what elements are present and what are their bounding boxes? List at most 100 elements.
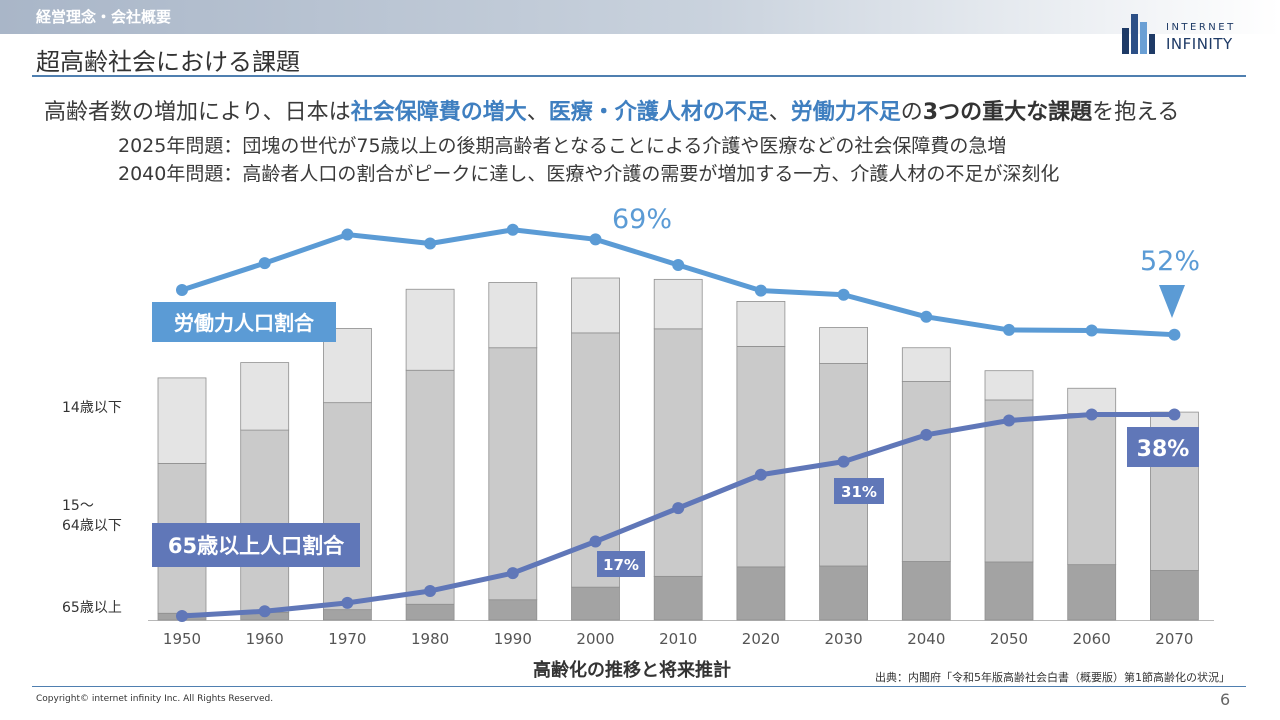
x-tick-label: 1960: [246, 630, 284, 648]
bar-segment-working: [322, 402, 372, 611]
line-point: [589, 233, 602, 246]
bar-segment-young: [488, 282, 538, 349]
aged-series-tag-bg: [152, 523, 360, 567]
title-rule: [32, 75, 1246, 77]
line-point: [1003, 414, 1015, 427]
logo-text-bottom: INFINITY: [1166, 35, 1233, 53]
headline-highlight-1: 社会保障費の増大: [350, 100, 527, 125]
bar-segment-aged: [405, 603, 455, 621]
line-point: [341, 228, 354, 241]
bar-segment-young: [571, 277, 620, 334]
bar-segment-young: [405, 288, 455, 371]
headline-part2: の: [900, 100, 923, 125]
page-number: 6: [1220, 690, 1231, 709]
headline-part1: 高齢者数の増加により、日本は: [44, 100, 351, 125]
aged-series-tag: 65歳以上人口割合: [168, 534, 345, 558]
bar-segment-aged: [819, 565, 868, 621]
bar-segment-young: [736, 300, 786, 347]
line-point: [424, 584, 437, 597]
bar-segment-aged: [488, 599, 538, 621]
aged-2030-label: 31%: [841, 483, 877, 501]
issue-2040: 2040年問題：高齢者人口の割合がピークに達し、医療や介護の需要が増加する一方、…: [118, 163, 1060, 185]
labor-series-tag-bg: [152, 302, 336, 342]
bar-segment-aged: [901, 561, 951, 621]
bar-segment-working: [1067, 413, 1117, 566]
headline-part3: を抱える: [1092, 100, 1180, 125]
bar-segment-aged: [322, 609, 372, 621]
x-tick-label: 2040: [907, 630, 945, 648]
headline-bold: 3つの重大な課題: [922, 100, 1093, 125]
line-point: [506, 223, 519, 236]
labor-peak-label: 69%: [612, 204, 672, 235]
bar-segment-young: [901, 347, 951, 382]
aged-2000-label: 17%: [603, 556, 639, 574]
legend-working-2: 64歳以下: [62, 518, 122, 534]
logo-mark-icon: [1122, 14, 1155, 54]
bar-segment-aged: [984, 561, 1034, 621]
line-point: [837, 455, 850, 468]
aged-end-label: 38%: [1137, 437, 1190, 462]
line-point: [1085, 324, 1098, 337]
section-label: 経営理念・会社概要: [36, 8, 172, 26]
bar-segment-working: [240, 429, 290, 613]
footer-rule: [32, 686, 1246, 687]
bar-segment-working: [405, 369, 455, 605]
x-tick-label: 2060: [1073, 630, 1111, 648]
line-point: [176, 283, 188, 296]
line-point: [672, 258, 685, 271]
line-point: [258, 257, 271, 270]
bar-segment-working: [488, 347, 538, 601]
bar-segment-working: [653, 328, 703, 577]
x-tick-label: 2070: [1155, 630, 1193, 648]
bar-segment-aged: [736, 566, 786, 621]
line-point: [589, 535, 602, 548]
line-point: [1003, 323, 1015, 336]
bar-segment-working: [736, 345, 786, 568]
headline-highlight-2: 医療・介護人材の不足: [548, 100, 769, 125]
labor-end-label: 52%: [1140, 246, 1200, 277]
line-point: [837, 288, 850, 301]
aged-2000-label-bg: [597, 551, 645, 577]
bar-segment-young: [819, 327, 868, 364]
bar-segment-aged: [571, 586, 620, 621]
line-point: [1168, 328, 1181, 341]
line-point: [1168, 408, 1181, 421]
x-tick-label: 2030: [825, 630, 863, 648]
labor-series-tag: 労働力人口割合: [174, 311, 315, 335]
line-point: [672, 502, 685, 515]
bar-segment-aged: [653, 575, 703, 621]
line-point: [754, 284, 767, 297]
company-logo: INTERNET INFINITY: [1118, 10, 1248, 62]
bar-segment-aged: [1150, 570, 1199, 621]
line-point: [754, 468, 767, 481]
x-axis-title: 高齢化の推移と将来推計: [533, 659, 731, 681]
source-note: 出典：内閣府「令和5年版高齢社会白書（概要版）第1節高齢化の状況」: [875, 670, 1230, 684]
legend-working-1: 15〜: [62, 498, 94, 514]
bar-segment-young: [653, 278, 703, 330]
top-band: [0, 0, 1280, 34]
bar-segment-aged: [1067, 564, 1117, 621]
headline-sep-1: 、: [526, 100, 549, 125]
line-point: [176, 610, 188, 622]
x-tick-label: 1950: [163, 630, 201, 648]
headline: 高齢者数の増加により、日本は社会保障費の増大、医療・介護人材の不足、労働力不足の…: [44, 94, 1179, 126]
line-point: [258, 605, 271, 618]
x-tick-label: 2020: [742, 630, 780, 648]
line-point: [424, 237, 437, 250]
logo-text-top: INTERNET: [1166, 22, 1236, 33]
x-tick-label: 2010: [659, 630, 697, 648]
x-tick-label: 2050: [990, 630, 1028, 648]
x-tick-label: 1970: [328, 630, 366, 648]
line-point: [1085, 408, 1098, 421]
bar-segment-young: [984, 370, 1034, 401]
line-point: [920, 428, 933, 441]
line-point: [341, 596, 354, 609]
line-point: [506, 567, 519, 580]
legend-aged: 65歳以上: [62, 600, 122, 616]
line-point: [920, 310, 933, 323]
x-tick-label: 1990: [494, 630, 532, 648]
headline-sep-2: 、: [768, 100, 791, 125]
x-tick-label: 1980: [411, 630, 449, 648]
bar-segment-young: [240, 362, 290, 431]
